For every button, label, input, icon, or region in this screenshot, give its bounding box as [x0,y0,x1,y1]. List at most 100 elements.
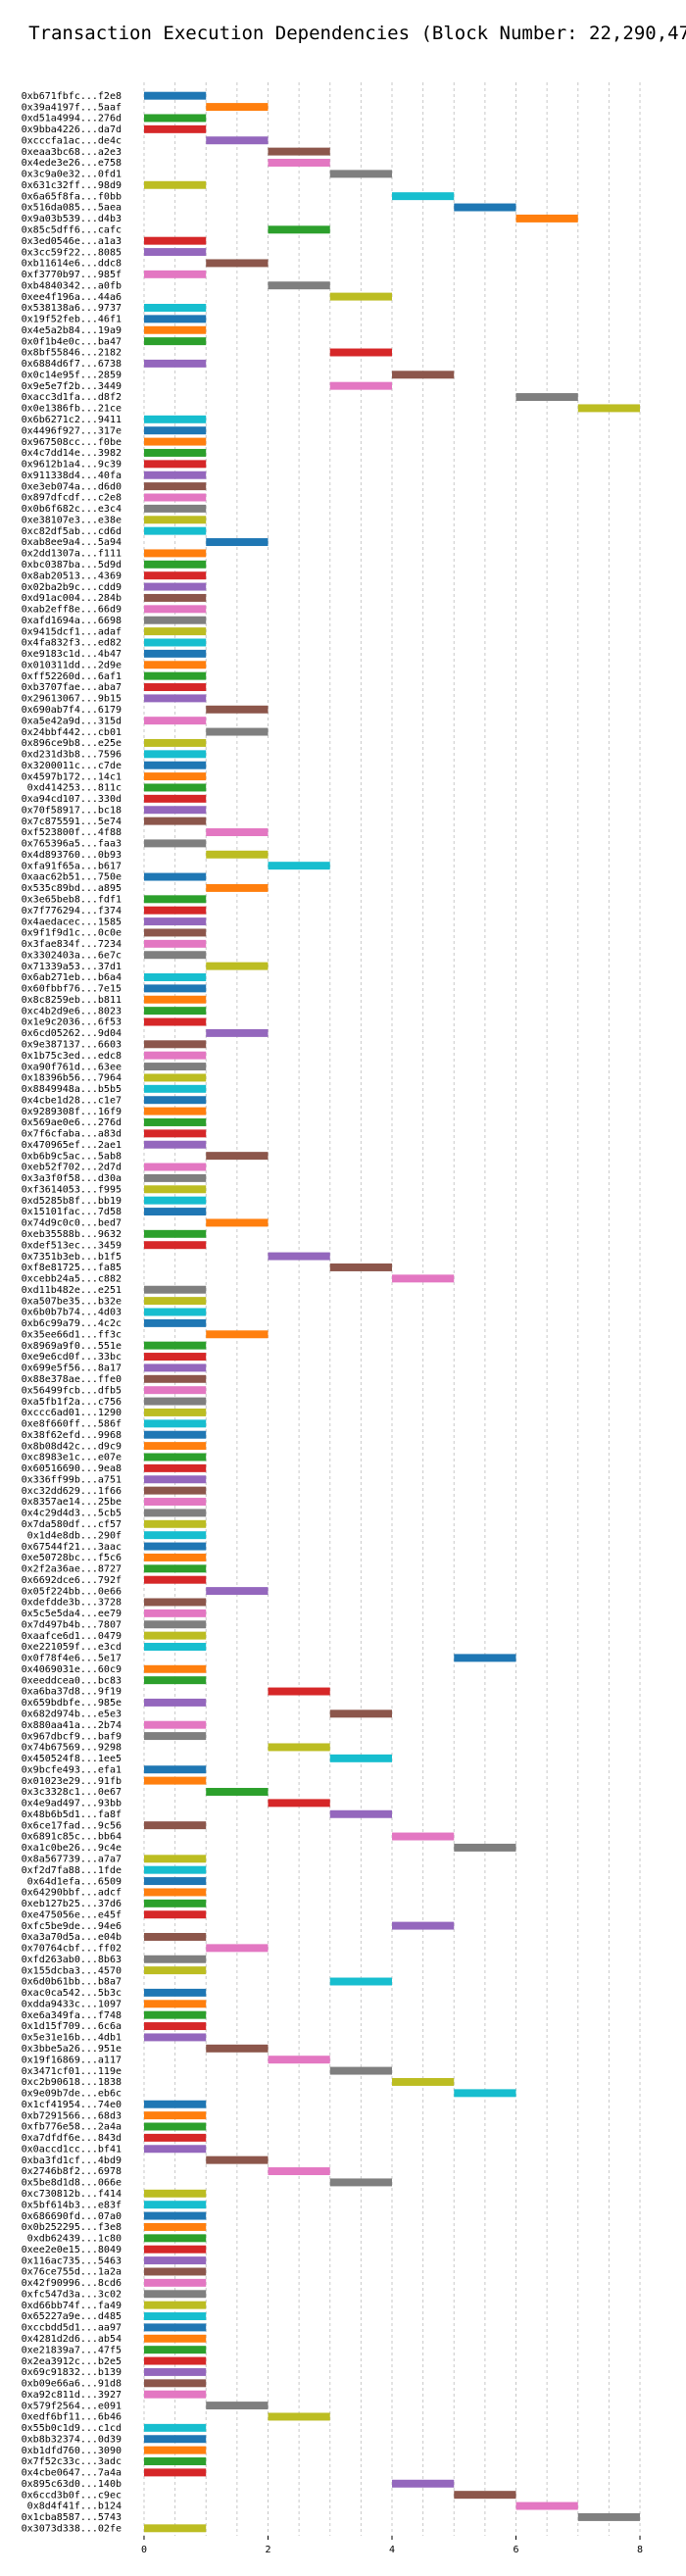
transaction-hash-label: 0x7f6cfaba...a83d [22,1129,122,1140]
transaction-bar [143,1107,207,1115]
transaction-hash-label: 0x897dfcdf...c2e8 [22,493,122,504]
transaction-bar [143,1877,207,1886]
transaction-hash-label: 0xac0ca542...5b3c [22,1988,122,1999]
transaction-bar [454,1654,516,1662]
transaction-hash-label: 0xfc5be9de...94e6 [22,1921,122,1932]
transaction-hash-label: 0x39a4197f...5aaf [22,102,122,113]
transaction-bar [143,1553,207,1561]
transaction-bar [143,1821,207,1830]
transaction-bar [143,1341,207,1350]
transaction-hash-label: 0xb11614e6...ddc8 [22,259,122,270]
transaction-bar [143,1430,207,1439]
transaction-bar [143,1564,207,1573]
transaction-bar [454,2491,516,2500]
transaction-bar [143,1140,207,1149]
transaction-hash-label: 0x38f62efd...9968 [22,1430,122,1441]
transaction-bar [577,404,641,413]
transaction-hash-label: 0xa5fb1f2a...c756 [22,1397,122,1408]
transaction-hash-label: 0xa92c811d...3927 [22,2390,122,2401]
transaction-bar [329,348,392,357]
transaction-bar [143,571,207,580]
transaction-hash-label: 0xb671fbfc...f2e8 [22,91,122,102]
transaction-hash-label: 0xf3614053...f995 [22,1184,122,1195]
transaction-hash-label: 0x9e387137...6603 [22,1039,122,1050]
transaction-bar [143,1720,207,1729]
transaction-hash-label: 0x535c89bd...a895 [22,883,122,894]
transaction-hash-label: 0x0accd1cc...bf41 [22,2144,122,2155]
transaction-bar [268,1799,330,1808]
transaction-bar [143,471,207,479]
transaction-bar [143,1486,207,1495]
transaction-hash-label: 0x4aedacec...1585 [22,916,122,927]
transaction-bar [143,2423,207,2432]
transaction-bar [143,1229,207,1238]
transaction-hash-label: 0xb3707fae...aba7 [22,682,122,693]
transaction-bar [143,1575,207,1584]
transaction-bar [143,493,207,502]
transaction-hash-label: 0x9e5e7f2b...3449 [22,381,122,392]
transaction-hash-label: 0xa94cd107...330d [22,794,122,805]
transaction-bar [143,1007,207,1016]
transaction-bar [329,1709,392,1718]
transaction-bar [143,2245,207,2254]
transaction-hash-label: 0xc8983e1c...e07e [22,1453,122,1463]
transaction-bar [143,1051,207,1060]
transaction-hash-label: 0xeaa3bc68...a2e3 [22,147,122,158]
transaction-hash-label: 0xe9e6cd0f...33bc [22,1352,122,1362]
transaction-hash-label: 0x5bf614b3...e83f [22,2200,122,2210]
transaction-hash-label: 0xcccfa1ac...de4c [22,135,122,146]
transaction-bar [143,939,207,948]
transaction-bar [143,984,207,993]
transaction-hash-label: 0x8c8259eb...b811 [22,995,122,1006]
transaction-hash-label: 0x116ac735...5463 [22,2255,122,2266]
transaction-bar [143,1966,207,1975]
transaction-hash-label: 0xd11b482e...e251 [22,1285,122,1296]
transaction-hash-label: 0x4d893760...0b93 [22,850,122,861]
transaction-hash-label: 0x0e1386fb...21ce [22,404,122,415]
transaction-hash-label: 0x6b6271c2...9411 [22,415,122,425]
transaction-hash-label: 0x659bdbfe...985e [22,1698,122,1709]
transaction-hash-label: 0x3302403a...6e7c [22,950,122,961]
transaction-bar [268,2412,330,2421]
transaction-hash-label: 0x65227a9e...d485 [22,2311,122,2322]
transaction-hash-label: 0x35ee66d1...ff3c [22,1329,122,1340]
transaction-bar [143,1475,207,1484]
transaction-hash-label: 0x6ce17fad...9c56 [22,1820,122,1831]
transaction-bar [143,973,207,981]
transaction-hash-label: 0x765396a5...faa3 [22,839,122,850]
transaction-bar [143,1776,207,1785]
transaction-hash-label: 0x8849948a...b5b5 [22,1084,122,1095]
transaction-bar [392,192,455,201]
transaction-hash-label: 0xf523800f...4f88 [22,827,122,838]
transaction-bar [206,2155,269,2164]
transaction-hash-label: 0x699e5f56...8a17 [22,1363,122,1374]
transaction-bar [143,717,207,725]
transaction-bar [143,315,207,323]
transaction-bar [206,2044,269,2053]
transaction-bar [143,1698,207,1707]
transaction-hash-label: 0x967508cc...f0be [22,437,122,448]
transaction-hash-label: 0xb8b32374...0d39 [22,2434,122,2445]
transaction-hash-label: 0xd66bb74f...fa49 [22,2301,122,2311]
transaction-hash-label: 0x9bba4226...da7d [22,124,122,135]
transaction-hash-label: 0xeb35588b...9632 [22,1229,122,1240]
transaction-bar [143,951,207,960]
transaction-hash-label: 0xa90f761d...63ee [22,1062,122,1072]
transaction-bar [268,1252,330,1261]
transaction-bar [143,303,207,312]
transaction-bar [143,91,207,100]
transaction-hash-label: 0x8ab20513...4369 [22,570,122,581]
transaction-hash-label: 0xdda9433c...1097 [22,1999,122,2009]
y-axis-labels: 0xb671fbfc...f2e80x39a4197f...5aaf0xd51a… [22,91,122,2535]
transaction-bar [143,1664,207,1673]
transaction-bar [329,1263,392,1271]
transaction-hash-label: 0x74b67569...9298 [22,1743,122,1754]
transaction-bar [206,136,269,145]
transaction-hash-label: 0x3c9a0e32...0fd1 [22,170,122,180]
transaction-bar [143,995,207,1004]
transaction-bar [143,236,207,245]
transaction-bar [206,828,269,836]
transaction-bar [206,1218,269,1227]
